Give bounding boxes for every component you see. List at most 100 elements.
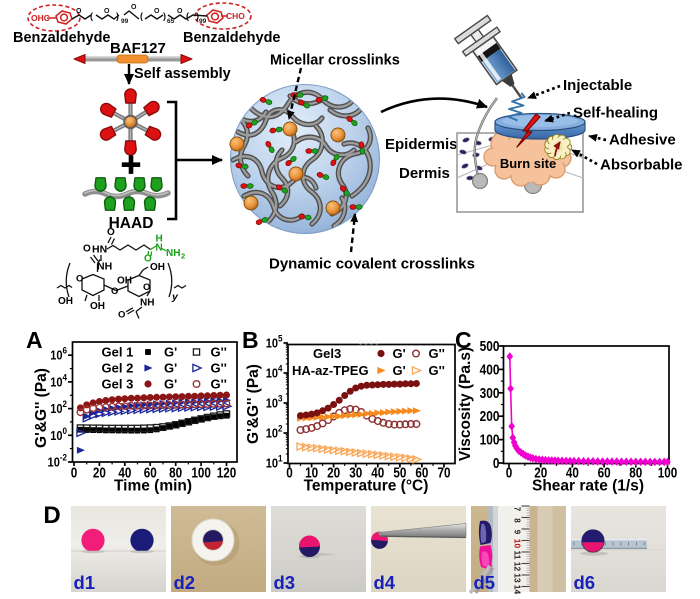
svg-text:O: O (76, 8, 82, 15)
svg-text:G'': G'' (429, 363, 445, 378)
svg-text:Gel 2: Gel 2 (102, 361, 134, 376)
svg-text:OHC: OHC (31, 13, 50, 23)
svg-text:D: D (43, 502, 60, 529)
svg-text:O: O (131, 4, 137, 11)
svg-text:d1: d1 (74, 572, 96, 593)
svg-text:8: 8 (513, 518, 522, 523)
svg-text:○○○○: ○○○○ (358, 337, 380, 347)
svg-text:(: ( (186, 11, 189, 21)
svg-text:120: 120 (217, 464, 237, 481)
svg-text:0: 0 (286, 464, 293, 481)
svg-text:NH: NH (140, 298, 154, 309)
svg-text:0: 0 (493, 455, 500, 471)
svg-text:14: 14 (513, 585, 523, 595)
svg-text:Dynamic covalent crosslinks: Dynamic covalent crosslinks (269, 256, 475, 273)
svg-text:): ) (163, 11, 166, 21)
svg-text:d4: d4 (374, 572, 396, 593)
svg-text:OH: OH (117, 276, 132, 287)
svg-text:Shear rate (1/s): Shear rate (1/s) (532, 478, 644, 495)
svg-text:100: 100 (191, 464, 211, 481)
svg-text:60: 60 (415, 464, 428, 481)
svg-text:A: A (26, 327, 43, 353)
svg-text:B: B (242, 327, 259, 353)
svg-text:104: 104 (266, 363, 283, 381)
svg-text:103: 103 (266, 393, 283, 411)
svg-text:BAF127: BAF127 (110, 40, 166, 57)
svg-text:100: 100 (658, 464, 678, 481)
svg-text:200: 200 (480, 408, 500, 424)
svg-text:G': G' (393, 346, 406, 361)
svg-text:): ) (116, 11, 119, 21)
svg-text:400: 400 (480, 361, 500, 377)
svg-text:G': G' (393, 363, 406, 378)
svg-text:Absorbable: Absorbable (600, 157, 683, 174)
svg-text:Epidermis: Epidermis (385, 136, 458, 153)
svg-text:O: O (104, 8, 110, 15)
svg-text:Gel 1: Gel 1 (102, 345, 134, 360)
svg-text:500: 500 (480, 338, 500, 354)
svg-text:NH: NH (166, 248, 180, 259)
svg-text:Self-healing: Self-healing (573, 105, 658, 122)
svg-text:80: 80 (629, 464, 642, 481)
svg-text:d6: d6 (574, 572, 596, 593)
svg-text:Time (min): Time (min) (114, 478, 192, 495)
svg-text:O: O (107, 227, 115, 238)
svg-text:G': G' (164, 377, 177, 392)
svg-text:G': G' (164, 345, 177, 360)
svg-text:11: 11 (513, 551, 523, 560)
svg-text:40: 40 (566, 464, 579, 481)
svg-text:G'': G'' (211, 377, 227, 392)
svg-text:Burn site: Burn site (500, 156, 556, 171)
svg-text:(: ( (90, 11, 93, 21)
svg-text:106: 106 (50, 345, 67, 363)
svg-text:100: 100 (50, 425, 67, 443)
svg-text:7: 7 (513, 507, 522, 512)
svg-text:O: O (143, 282, 150, 293)
svg-text:N: N (156, 243, 163, 254)
svg-text:40: 40 (118, 464, 131, 481)
svg-text:99: 99 (199, 18, 207, 25)
svg-text:101: 101 (266, 453, 283, 471)
svg-text:O: O (83, 244, 91, 255)
svg-text:20: 20 (327, 464, 340, 481)
svg-text:y: y (171, 291, 179, 303)
svg-text:d2: d2 (174, 572, 196, 593)
svg-text:0: 0 (506, 464, 513, 481)
svg-text:104: 104 (50, 372, 67, 390)
svg-text:Injectable: Injectable (563, 77, 632, 94)
svg-text:OH: OH (90, 301, 105, 312)
svg-text:O: O (177, 8, 183, 15)
svg-text:Self assembly: Self assembly (134, 66, 231, 82)
svg-text:40: 40 (371, 464, 384, 481)
svg-text:50: 50 (393, 464, 406, 481)
svg-text:2: 2 (181, 252, 185, 261)
svg-text:10-2: 10-2 (48, 452, 68, 470)
svg-text:60: 60 (144, 464, 157, 481)
svg-text:G'': G'' (429, 346, 445, 361)
svg-text:G'&G'' (Pa): G'&G'' (Pa) (245, 364, 262, 444)
svg-text:Benzaldehyde: Benzaldehyde (13, 30, 111, 46)
svg-text:65: 65 (167, 18, 175, 25)
svg-text:d5: d5 (474, 572, 496, 593)
svg-text:80: 80 (169, 464, 182, 481)
svg-text:G'': G'' (211, 361, 227, 376)
svg-text:Viscosity (Pa.s): Viscosity (Pa.s) (457, 347, 474, 461)
svg-text:60: 60 (598, 464, 611, 481)
svg-text:HAAD: HAAD (109, 215, 154, 232)
svg-text:10: 10 (305, 464, 318, 481)
svg-text:102: 102 (266, 423, 283, 441)
svg-text:O: O (111, 286, 118, 297)
svg-text:G'&G'' (Pa): G'&G'' (Pa) (33, 368, 50, 448)
svg-text:Micellar crosslinks: Micellar crosslinks (270, 53, 400, 69)
svg-text:G'': G'' (211, 345, 227, 360)
svg-text:100: 100 (480, 431, 500, 447)
svg-text:): ) (196, 11, 199, 21)
svg-text:H: H (156, 234, 163, 245)
svg-text:20: 20 (93, 464, 106, 481)
svg-text:CHO: CHO (226, 11, 245, 21)
svg-text:OH: OH (58, 296, 73, 307)
svg-text:G': G' (164, 361, 177, 376)
svg-text:(: ( (140, 11, 143, 21)
svg-text:20: 20 (534, 464, 547, 481)
svg-text:105: 105 (266, 333, 283, 351)
